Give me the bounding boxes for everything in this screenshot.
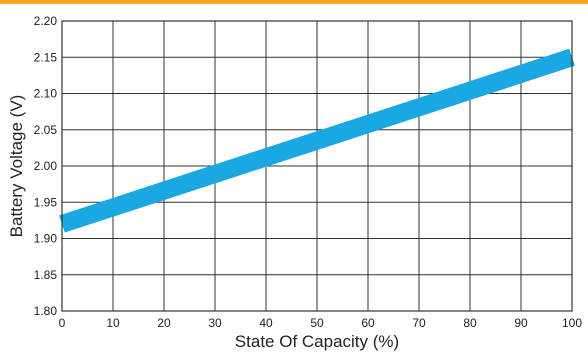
plot-frame — [61, 20, 573, 312]
y-tick-label: 2.10 — [34, 87, 58, 101]
y-tick-label: 1.85 — [34, 268, 58, 282]
x-tick-label: 20 — [157, 316, 171, 330]
grid — [61, 20, 573, 312]
y-tick-labels: 1.80 1.85 1.90 1.95 2.00 2.05 2.10 2.15 2.20 — [34, 14, 58, 318]
y-tick-label: 2.20 — [34, 14, 58, 28]
y-tick-label: 2.15 — [34, 50, 58, 64]
y-axis-title: Battery Voltage (V) — [7, 95, 26, 238]
y-tick-label: 2.05 — [34, 123, 58, 137]
y-tick-label: 1.80 — [34, 304, 58, 318]
x-tick-label: 50 — [310, 316, 324, 330]
x-tick-label: 10 — [106, 316, 120, 330]
x-axis-title: State Of Capacity (%) — [235, 332, 399, 351]
x-tick-label: 90 — [514, 316, 528, 330]
voltage-line — [59, 48, 575, 233]
y-tick-label: 2.00 — [34, 159, 58, 173]
series-group — [59, 48, 575, 233]
x-tick-label: 30 — [208, 316, 222, 330]
x-tick-label: 100 — [562, 316, 582, 330]
y-tick-label: 1.90 — [34, 232, 58, 246]
x-tick-label: 70 — [412, 316, 426, 330]
top-accent-bar — [0, 0, 588, 4]
x-tick-label: 0 — [59, 316, 66, 330]
x-tick-labels: 0 10 20 30 40 50 60 70 80 90 100 — [59, 316, 583, 330]
x-tick-label: 60 — [361, 316, 375, 330]
x-tick-label: 80 — [463, 316, 477, 330]
y-tick-label: 1.95 — [34, 195, 58, 209]
x-tick-label: 40 — [259, 316, 273, 330]
